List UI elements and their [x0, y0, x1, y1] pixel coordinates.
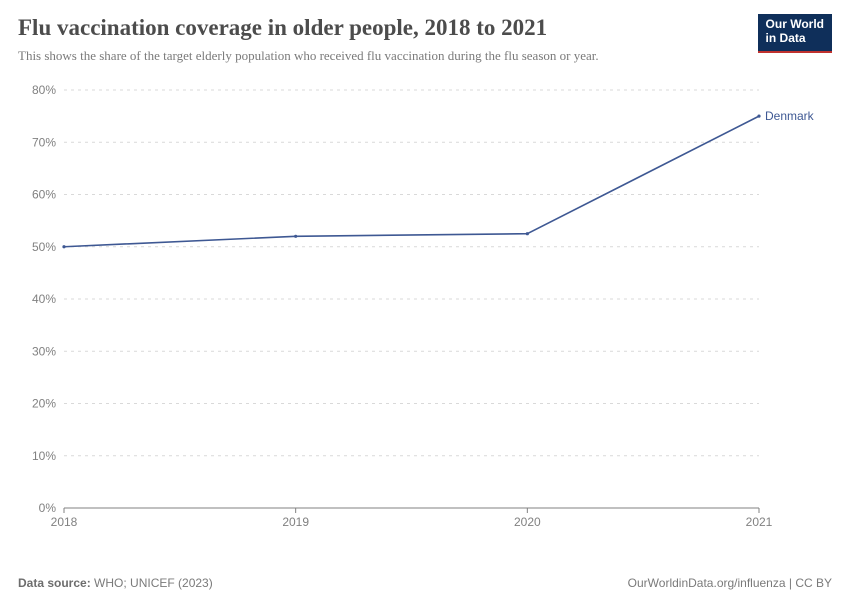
y-tick-label: 50%	[32, 240, 56, 254]
data-point	[62, 245, 65, 248]
y-tick-label: 10%	[32, 449, 56, 463]
chart-area: 0% 10% 20% 30% 40% 50% 60% 70% 80% 2018 2019 2020 20…	[18, 78, 832, 570]
y-tick-label: 20%	[32, 397, 56, 411]
header: Flu vaccination coverage in older people…	[18, 14, 832, 64]
footer: Data source: WHO; UNICEF (2023) OurWorld…	[18, 570, 832, 590]
data-source: Data source: WHO; UNICEF (2023)	[18, 576, 213, 590]
x-tick-label: 2020	[514, 515, 541, 529]
y-tick-label: 0%	[39, 501, 57, 515]
series-label: Denmark	[765, 109, 815, 123]
chart-title: Flu vaccination coverage in older people…	[18, 14, 832, 43]
data-point	[757, 115, 760, 118]
y-tick-label: 60%	[32, 188, 56, 202]
line-chart: 0% 10% 20% 30% 40% 50% 60% 70% 80% 2018 2019 2020 20…	[18, 78, 832, 538]
y-tick-label: 40%	[32, 292, 56, 306]
chart-subtitle: This shows the share of the target elder…	[18, 47, 738, 65]
data-point	[526, 232, 529, 235]
series-line-denmark	[64, 116, 759, 247]
data-point	[294, 235, 297, 238]
x-tick-label: 2021	[746, 515, 773, 529]
x-tick-label: 2018	[51, 515, 78, 529]
y-tick-label: 30%	[32, 345, 56, 359]
x-tick-label: 2019	[282, 515, 309, 529]
y-tick-label: 80%	[32, 83, 56, 97]
attribution: OurWorldinData.org/influenza | CC BY	[628, 576, 832, 590]
owid-logo: Our World in Data	[758, 14, 832, 53]
y-tick-label: 70%	[32, 136, 56, 150]
